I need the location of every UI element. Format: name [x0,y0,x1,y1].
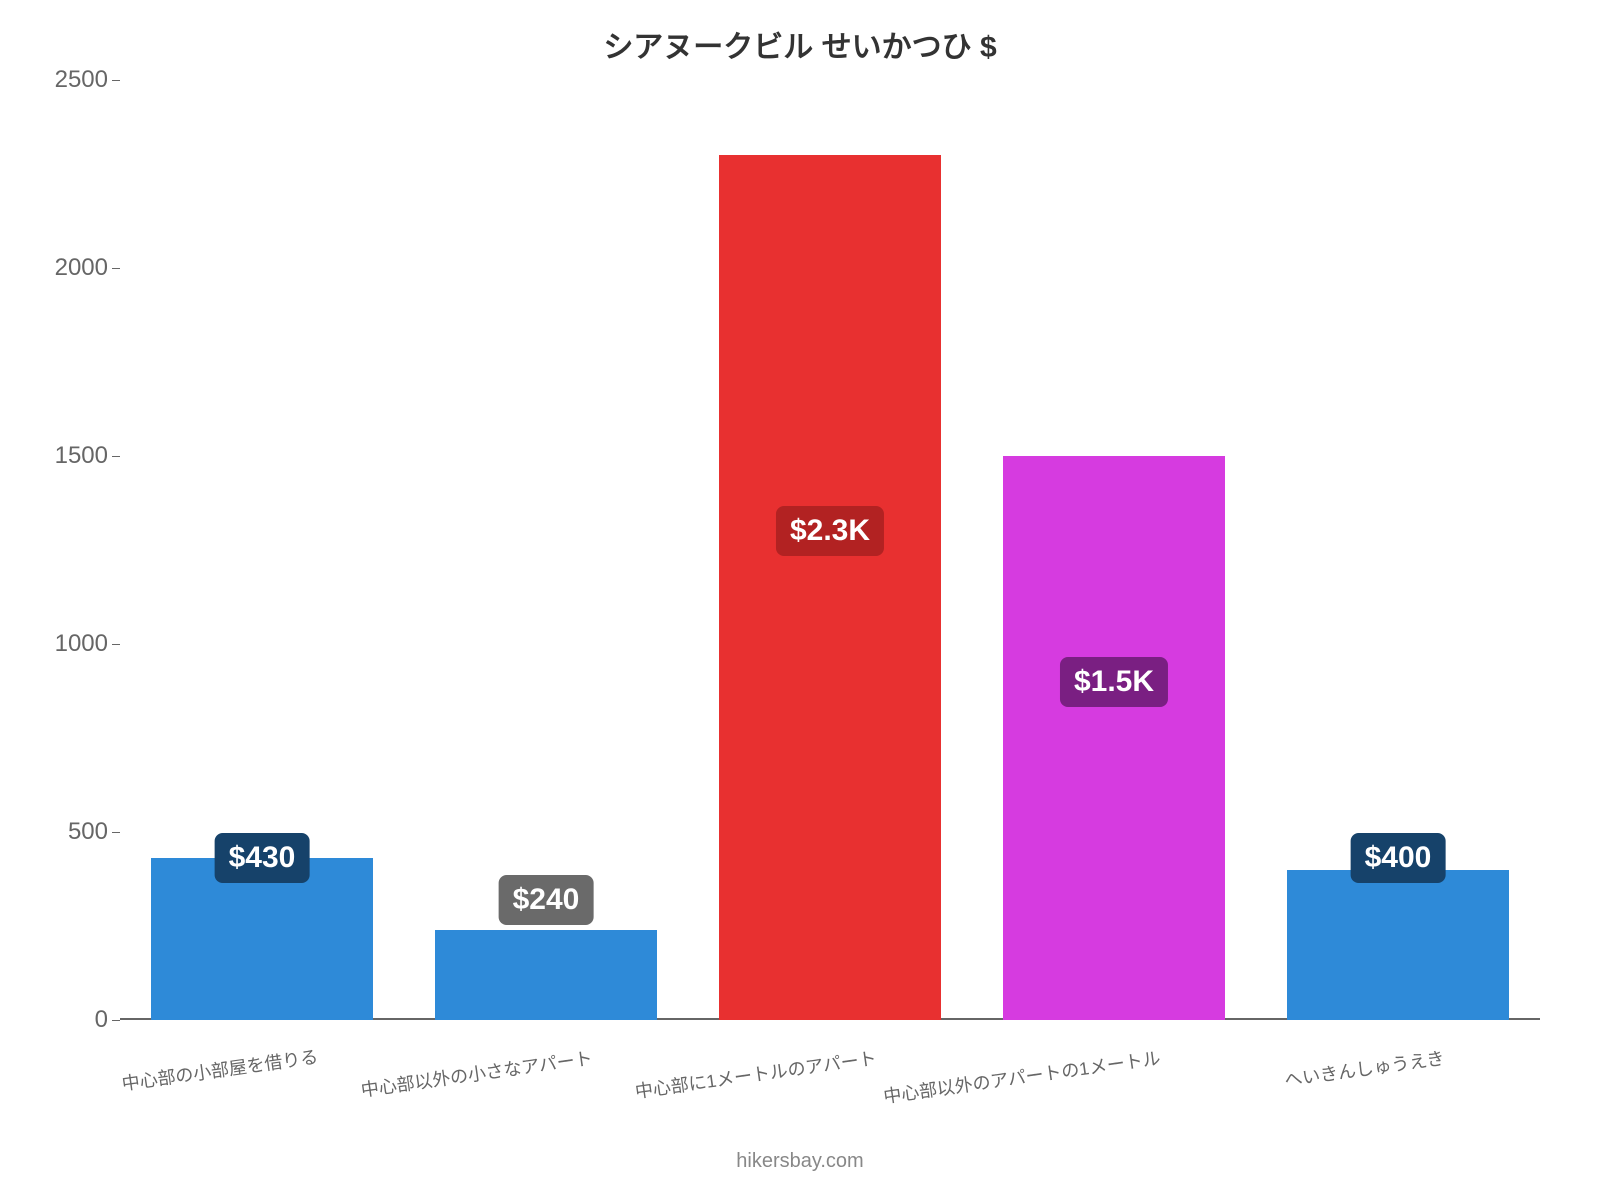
y-tick-mark [112,80,120,81]
bar-value-label: $240 [499,875,594,925]
chart-footer: hikersbay.com [0,1150,1600,1173]
y-tick-label: 1000 [55,630,120,658]
y-tick-mark [112,1020,120,1021]
bar-value-label: $2.3K [776,506,884,556]
y-tick-label: 2000 [55,254,120,282]
y-tick-mark [112,456,120,457]
y-tick-mark [112,832,120,833]
bar-value-label: $430 [215,833,310,883]
bar [1003,456,1225,1020]
chart-title: シアヌークビル せいかつひ $ [0,22,1600,66]
bar-value-label: $1.5K [1060,657,1168,707]
y-tick-mark [112,268,120,269]
plot-area: 05001000150020002500$430中心部の小部屋を借りる$240中… [120,80,1540,1020]
bar [1287,870,1509,1020]
bar [435,930,657,1020]
y-tick-mark [112,644,120,645]
bar [719,155,941,1020]
y-tick-label: 1500 [55,442,120,470]
bar-value-label: $400 [1351,833,1446,883]
cost-of-living-chart: シアヌークビル せいかつひ $ 05001000150020002500$430… [0,0,1600,1200]
y-tick-label: 2500 [55,66,120,94]
